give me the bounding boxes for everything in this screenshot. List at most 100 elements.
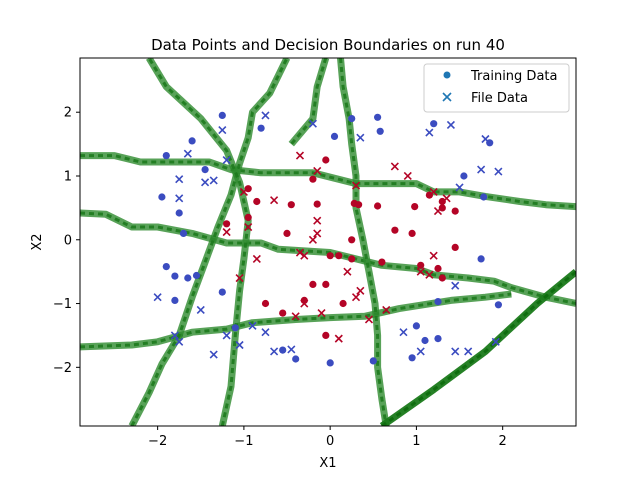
file-point xyxy=(153,293,162,302)
y-axis-ticks: −2 −1 0 1 2 xyxy=(53,106,80,376)
training-point xyxy=(326,359,334,367)
training-point xyxy=(261,299,270,308)
file-point xyxy=(446,120,455,130)
file-point xyxy=(308,119,317,128)
training-point xyxy=(309,280,317,288)
file-point xyxy=(425,128,434,137)
training-point xyxy=(434,264,442,273)
training-point xyxy=(408,229,416,237)
plot-area-frame xyxy=(79,57,577,427)
training-point xyxy=(348,255,356,263)
file-point xyxy=(261,328,270,337)
training-point xyxy=(391,226,399,234)
file-point xyxy=(218,126,227,135)
file-point xyxy=(429,251,438,260)
decision-boundary-dashes xyxy=(381,270,576,426)
file-point xyxy=(300,251,309,260)
file-point xyxy=(235,273,244,283)
file-point xyxy=(287,345,296,354)
x-tick-label: −1 xyxy=(234,434,253,449)
training-point xyxy=(339,299,347,308)
x-axis-ticks: −2 −1 0 1 2 xyxy=(148,426,507,449)
file-point xyxy=(343,267,352,276)
file-point xyxy=(295,151,305,160)
legend-x-marker xyxy=(442,92,452,102)
training-point xyxy=(279,346,287,354)
legend-label-file: File Data xyxy=(471,91,528,106)
file-point xyxy=(175,194,184,203)
training-point xyxy=(348,236,356,244)
training-point xyxy=(158,193,166,201)
training-point xyxy=(421,336,429,345)
file-point xyxy=(222,228,231,237)
file-point xyxy=(291,312,300,321)
file-point xyxy=(209,350,218,359)
file-point xyxy=(494,167,503,176)
file-point xyxy=(244,222,253,232)
training-point xyxy=(408,354,416,362)
file-point xyxy=(451,281,460,290)
y-tick-label: 1 xyxy=(64,169,72,184)
training-point xyxy=(411,203,419,211)
file-point xyxy=(313,166,322,175)
file-point xyxy=(270,196,279,205)
training-point xyxy=(438,204,446,212)
file-point xyxy=(356,286,365,295)
file-point xyxy=(429,187,438,196)
training-point xyxy=(434,335,442,343)
file-point xyxy=(364,315,374,324)
training-point xyxy=(253,197,261,206)
file-point xyxy=(261,111,270,120)
training-point xyxy=(171,272,179,280)
file-point xyxy=(308,235,317,244)
file-point xyxy=(390,162,399,171)
file-point xyxy=(175,175,184,184)
training-point xyxy=(430,120,438,128)
training-point xyxy=(171,296,179,304)
file-point xyxy=(196,305,205,314)
file-point xyxy=(442,194,451,203)
decision-boundary-dashes xyxy=(80,211,576,305)
decision-boundary-dashes xyxy=(290,58,328,146)
training-point xyxy=(355,201,363,209)
legend-label-training: Training Data xyxy=(470,69,557,84)
file-point xyxy=(399,328,408,337)
y-tick-label: −2 xyxy=(53,361,72,376)
training-point xyxy=(434,298,442,306)
training-point xyxy=(192,271,201,280)
file-point xyxy=(382,305,391,314)
training-point xyxy=(322,156,330,164)
training-point xyxy=(376,127,384,135)
file-point xyxy=(416,347,425,356)
legend-circle-marker xyxy=(443,71,451,79)
decision-boundary-dashes xyxy=(130,58,289,426)
data-points xyxy=(153,111,503,367)
training-point xyxy=(184,274,192,282)
training-point xyxy=(179,229,188,237)
file-point xyxy=(317,309,326,318)
training-point xyxy=(309,175,317,183)
file-point xyxy=(351,181,361,190)
training-point xyxy=(374,113,382,121)
training-point xyxy=(201,166,209,174)
training-point xyxy=(335,252,343,260)
file-point xyxy=(252,254,261,263)
legend: Training Data File Data xyxy=(423,63,570,113)
training-point xyxy=(480,193,488,201)
y-tick-label: −1 xyxy=(53,297,72,312)
training-point xyxy=(283,229,291,237)
training-point xyxy=(494,301,502,309)
training-point xyxy=(279,309,287,317)
file-point xyxy=(183,149,192,158)
y-tick-label: 0 xyxy=(64,233,72,248)
chart-title: Data Points and Decision Boundaries on r… xyxy=(151,36,505,54)
file-point xyxy=(481,134,490,144)
file-point xyxy=(239,187,248,196)
file-point xyxy=(334,334,343,343)
legend-box xyxy=(423,63,570,113)
file-point xyxy=(222,155,231,165)
file-point xyxy=(235,340,244,350)
decision-boundary-dashes xyxy=(339,58,388,426)
file-point xyxy=(300,299,309,308)
training-point xyxy=(188,137,196,145)
